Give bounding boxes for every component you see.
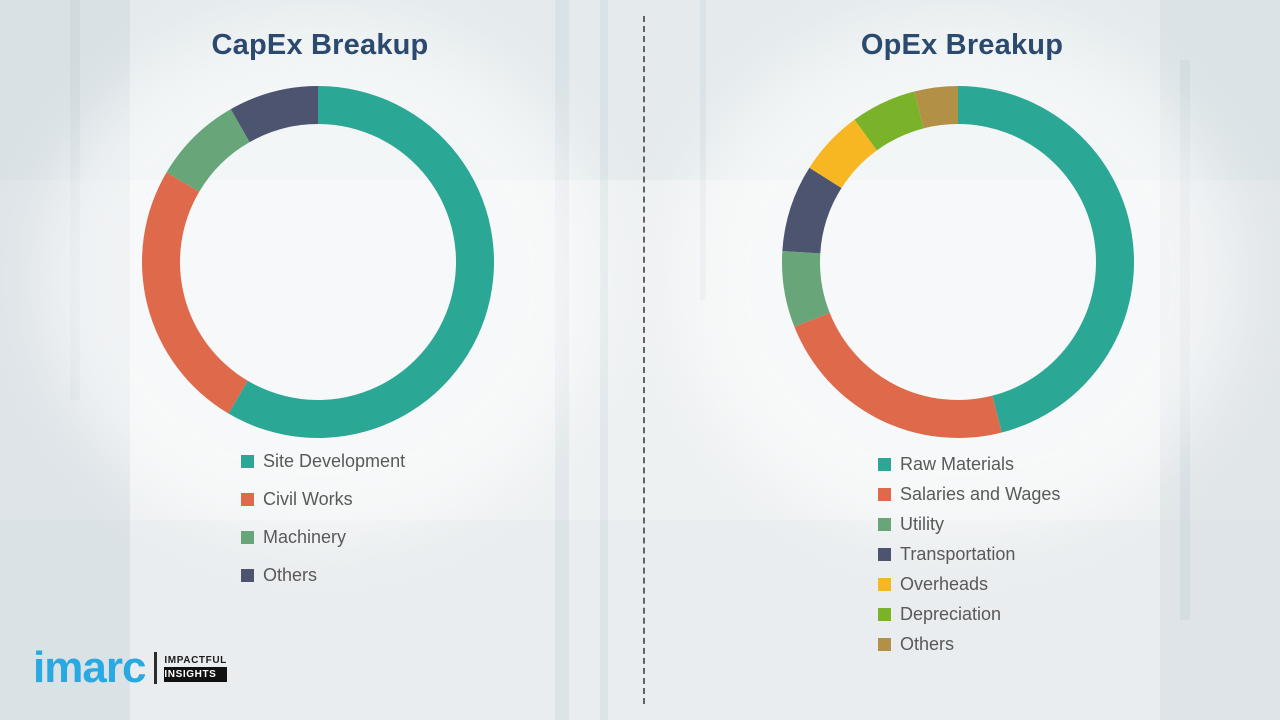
legend-label: Salaries and Wages xyxy=(900,484,1061,504)
background-beam xyxy=(1180,60,1190,620)
donut-segment-salaries-and-wages xyxy=(794,312,1002,438)
donut-segment-transportation xyxy=(782,167,842,254)
legend-item-site-development: Site Development xyxy=(241,450,405,472)
capex-chart-title: CapEx Breakup xyxy=(211,29,429,61)
logo-tagline: IMPACTFUL INSIGHTS xyxy=(164,654,227,682)
logo-divider-bar xyxy=(154,652,158,684)
legend-swatch xyxy=(878,457,891,471)
legend-item-civil-works: Civil Works xyxy=(241,488,405,510)
background-beam xyxy=(555,0,569,720)
legend-swatch xyxy=(878,577,891,591)
legend-item-others: Others xyxy=(878,633,1060,655)
donut-segment-raw-materials xyxy=(958,86,1134,433)
legend-label: Depreciation xyxy=(900,604,1002,624)
opex-legend: Raw Materials Salaries and Wages Utility Tr… xyxy=(878,453,1060,655)
donut-segment-others xyxy=(230,86,318,143)
legend-item-utility: Utility xyxy=(878,513,1060,535)
legend-item-transportation: Transportation xyxy=(878,543,1060,565)
donut-segment-others xyxy=(914,86,958,129)
donut-segment-civil-works xyxy=(142,172,248,414)
legend-swatch xyxy=(878,607,891,621)
logo-tagline-line1: IMPACTFUL xyxy=(164,655,227,666)
background-vignette xyxy=(1160,0,1280,720)
donut-segment-overheads xyxy=(809,119,877,189)
legend-item-salaries-and-wages: Salaries and Wages xyxy=(878,483,1060,505)
legend-label: Others xyxy=(900,634,955,654)
legend-label: Machinery xyxy=(263,527,347,547)
imarc-logo: imarc IMPACTFUL INSIGHTS xyxy=(33,644,227,692)
legend-item-others: Others xyxy=(241,564,405,586)
legend-swatch xyxy=(241,568,254,582)
legend-swatch xyxy=(241,454,254,468)
donut-segment-depreciation xyxy=(854,91,924,151)
legend-swatch xyxy=(878,637,891,651)
legend-item-overheads: Overheads xyxy=(878,573,1060,595)
dashed-divider xyxy=(643,16,645,704)
legend-item-depreciation: Depreciation xyxy=(878,603,1060,625)
legend-swatch xyxy=(878,517,891,531)
legend-swatch xyxy=(241,530,254,544)
legend-label: Utility xyxy=(900,514,944,534)
legend-label: Raw Materials xyxy=(900,454,1015,474)
legend-swatch xyxy=(878,487,891,501)
background-vignette xyxy=(0,0,130,720)
donut-segment-machinery xyxy=(166,109,250,192)
donut-segment-site-development xyxy=(228,86,495,439)
legend-item-machinery: Machinery xyxy=(241,526,405,548)
capex-legend: Site Development Civil Works Machinery Othe… xyxy=(241,450,405,586)
logo-tagline-line2: INSIGHTS xyxy=(164,667,227,682)
capex-donut-chart xyxy=(142,86,495,439)
legend-swatch xyxy=(241,492,254,506)
legend-label: Civil Works xyxy=(263,489,353,509)
background-beam xyxy=(600,0,608,720)
legend-swatch xyxy=(878,547,891,561)
opex-donut-chart xyxy=(782,86,1134,438)
legend-label: Transportation xyxy=(900,544,1016,564)
imarc-logo-wordmark: imarc xyxy=(33,643,146,692)
donut-segment-utility xyxy=(782,250,830,327)
legend-label: Overheads xyxy=(900,574,989,594)
legend-label: Others xyxy=(263,565,318,585)
legend-label: Site Development xyxy=(263,451,406,471)
opex-chart-title: OpEx Breakup xyxy=(860,29,1064,61)
legend-item-raw-materials: Raw Materials xyxy=(878,453,1060,475)
